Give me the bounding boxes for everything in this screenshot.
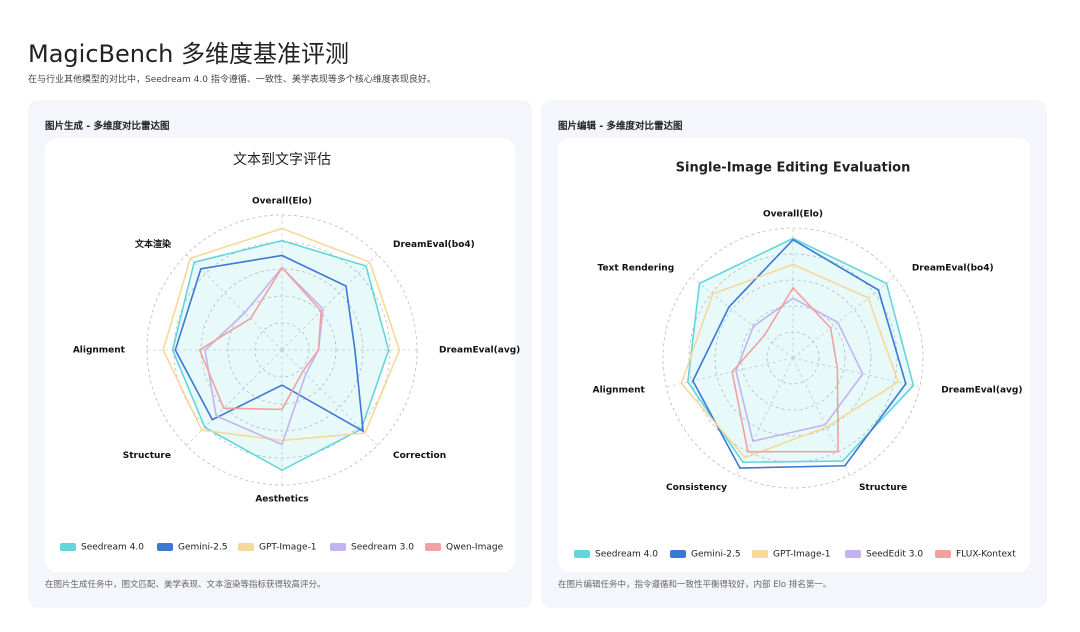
card: 图片编辑 - 多维度对比雷达图 在图片编辑任务中，指令遵循和一致性平衡得较好，内…	[541, 100, 1047, 608]
series-shape	[174, 254, 365, 433]
legend-label: Seedream 4.0	[81, 543, 144, 553]
legend-label: Seedream 4.0	[595, 550, 658, 560]
spoke	[792, 276, 895, 359]
axis-label: Alignment	[593, 386, 646, 396]
legend-swatch	[670, 550, 686, 558]
spoke	[186, 349, 283, 446]
legend-swatch	[574, 550, 590, 558]
legend-label: FLUX-Kontext	[956, 550, 1016, 560]
card-title: 图片生成 - 多维度对比雷达图	[45, 121, 170, 132]
legend-swatch	[60, 543, 76, 551]
spoke	[736, 357, 794, 476]
series-shape	[162, 227, 401, 442]
legend-swatch	[157, 543, 173, 551]
legend-swatch	[238, 543, 254, 551]
panel	[45, 138, 515, 572]
series-shape	[735, 297, 864, 443]
axis-label: Aesthetics	[255, 495, 308, 505]
axis-label: Overall(Elo)	[252, 197, 312, 207]
legend-label: GPT-Image-1	[773, 550, 830, 560]
legend-label: Gemini-2.5	[178, 543, 228, 553]
spoke	[281, 254, 378, 351]
spoke	[792, 357, 850, 476]
card: 图片生成 - 多维度对比雷达图 在图片生成任务中，图文匹配、美学表现、文本渲染等…	[28, 100, 532, 608]
legend-swatch	[330, 543, 346, 551]
legend-label: Qwen-Image	[446, 543, 504, 553]
legend-swatch	[752, 550, 768, 558]
page-subtitle: 在与行业其他模型的对比中，Seedream 4.0 指令遵循、一致性、美学表现等…	[28, 75, 436, 85]
legend-label: GPT-Image-1	[259, 543, 316, 553]
spoke	[281, 349, 378, 446]
chart-title: 文本到文字评估	[233, 152, 331, 168]
panel	[558, 138, 1030, 572]
series-shape	[686, 237, 915, 464]
axis-label: Correction	[393, 451, 446, 461]
legend-label: Gemini-2.5	[691, 550, 741, 560]
axis-label: DreamEval(bo4)	[393, 240, 475, 250]
axis-label: Overall(Elo)	[763, 210, 823, 220]
legend-swatch	[845, 550, 861, 558]
card-note: 在图片生成任务中，图文匹配、美学表现、文本渲染等指标获得较高评分。	[45, 580, 326, 590]
series-shape	[198, 266, 322, 411]
axis-label: Consistency	[666, 483, 727, 493]
axis-label: DreamEval(avg)	[941, 386, 1022, 396]
axis-label: DreamEval(avg)	[439, 346, 520, 356]
series-shape	[680, 263, 900, 459]
legend-swatch	[425, 543, 441, 551]
legend-label: Seedream 3.0	[351, 543, 414, 553]
chart-title: Single-Image Editing Evaluation	[676, 161, 911, 176]
series-shape	[204, 266, 324, 446]
legend-swatch	[935, 550, 951, 558]
axis-label: Structure	[859, 483, 907, 493]
spoke	[691, 276, 794, 359]
axis-label: Structure	[123, 451, 171, 461]
card-title: 图片编辑 - 多维度对比雷达图	[558, 121, 683, 132]
axis-label: DreamEval(bo4)	[912, 264, 994, 274]
series-shape	[691, 238, 907, 469]
grid-ring	[662, 227, 924, 489]
legend-label: SeedEdit 3.0	[866, 550, 923, 560]
axis-label: 文本渲染	[134, 238, 172, 250]
page-title: MagicBench 多维度基准评测	[28, 40, 349, 68]
axis-label: Alignment	[73, 346, 126, 356]
series-shape	[731, 286, 839, 453]
card-note: 在图片编辑任务中，指令遵循和一致性平衡得较好，内部 Elo 排名第一。	[558, 580, 832, 590]
spoke	[186, 254, 283, 351]
axis-label: Text Rendering	[598, 264, 675, 274]
